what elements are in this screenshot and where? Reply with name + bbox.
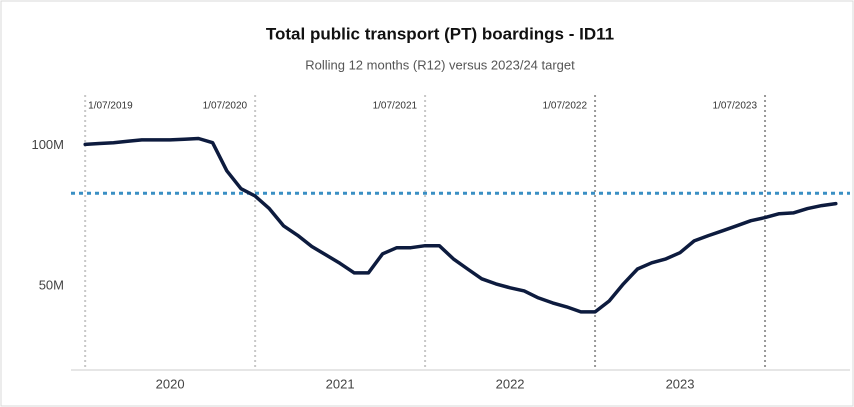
x-tick-label: 2022 xyxy=(496,376,525,391)
reference-label: 1/07/2020 xyxy=(203,101,248,112)
reference-label: 1/07/2023 xyxy=(713,101,758,112)
x-tick-label: 2020 xyxy=(156,376,185,391)
reference-label: 1/07/2021 xyxy=(373,101,418,112)
reference-label: 1/07/2019 xyxy=(88,101,133,112)
x-tick-label: 2021 xyxy=(326,376,355,391)
y-tick-label: 50M xyxy=(39,277,64,292)
chart-title: Total public transport (PT) boardings - … xyxy=(266,24,614,43)
x-tick-label: 2023 xyxy=(666,376,695,391)
chart-subtitle: Rolling 12 months (R12) versus 2023/24 t… xyxy=(305,57,575,72)
reference-label: 1/07/2022 xyxy=(543,101,588,112)
y-tick-label: 100M xyxy=(31,137,64,152)
series-line xyxy=(83,136,838,314)
